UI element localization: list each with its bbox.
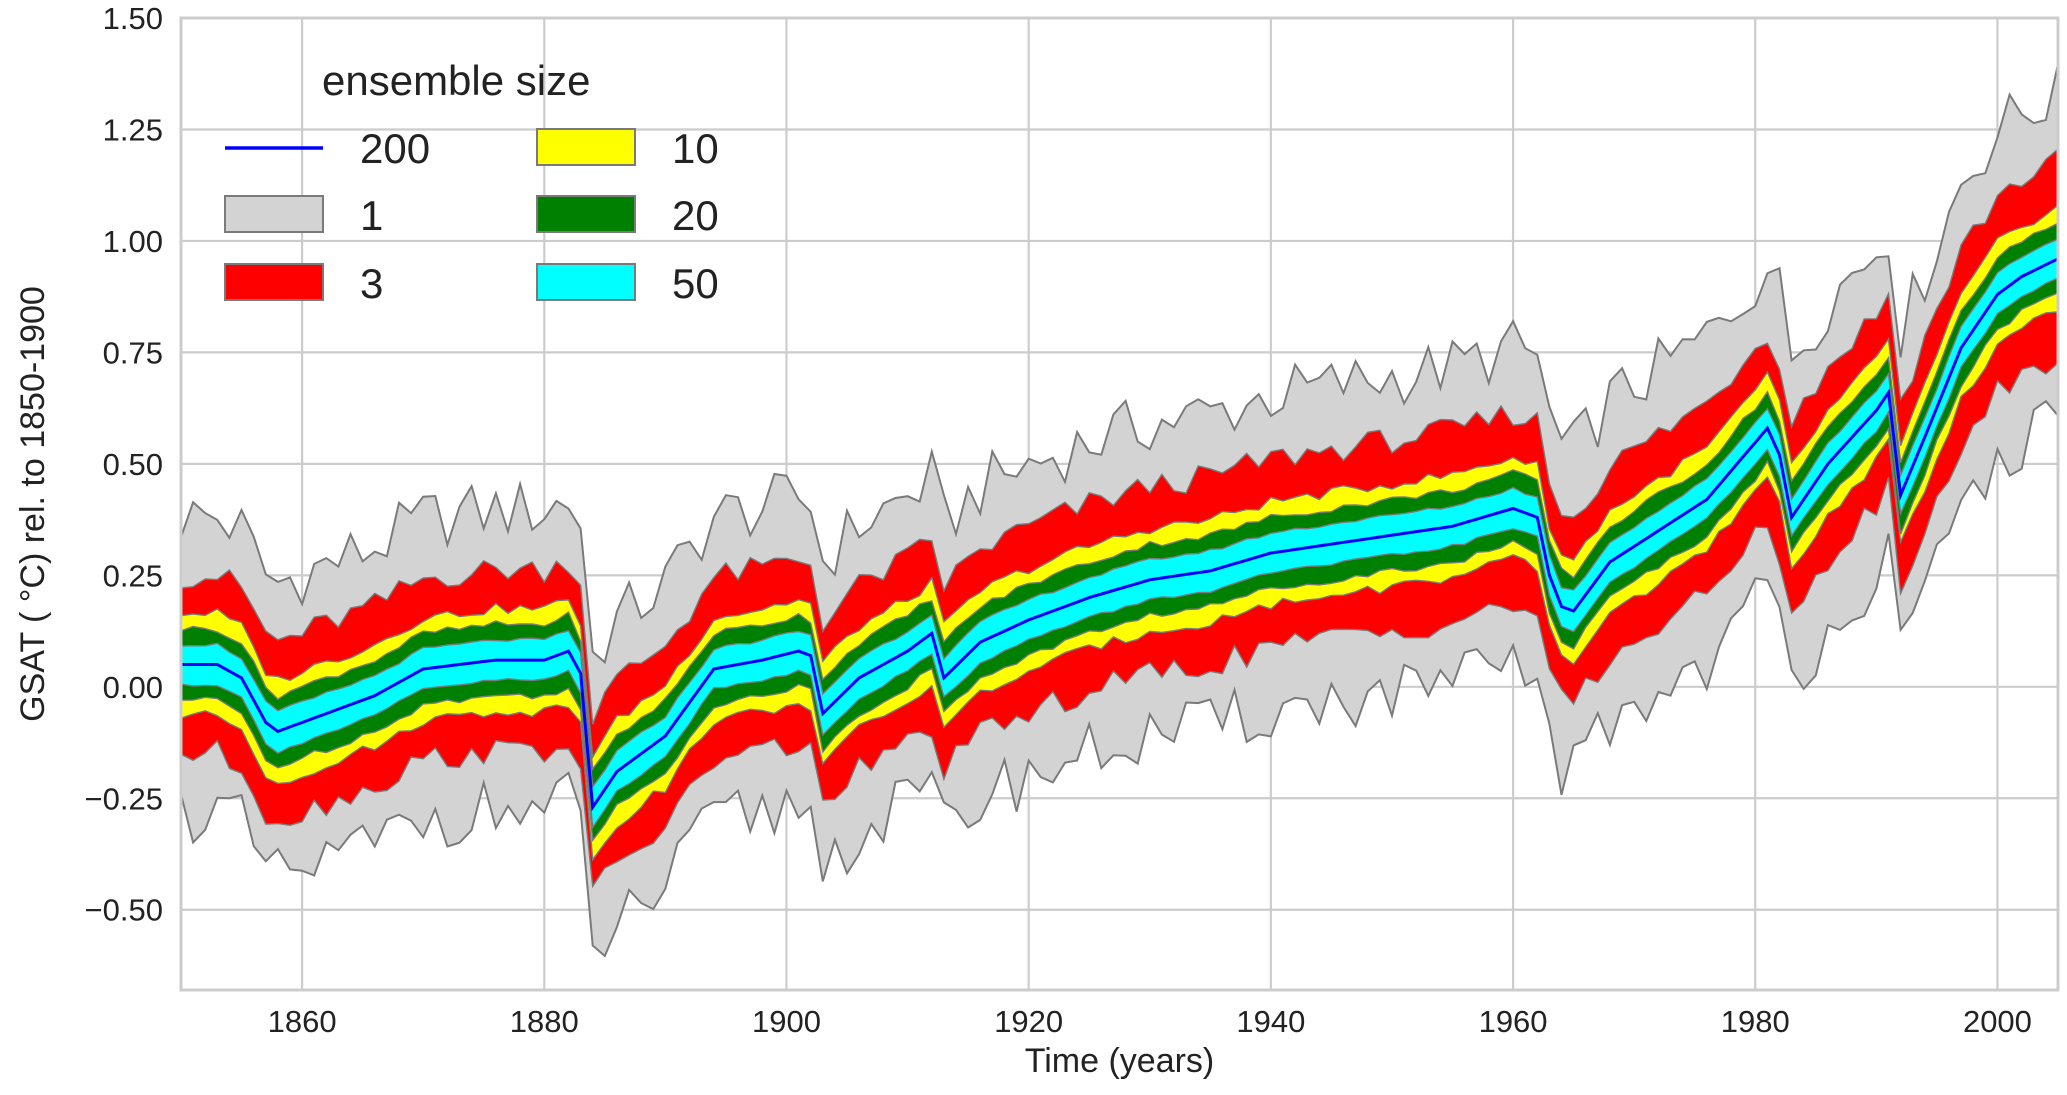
x-tick-label: 1940 bbox=[1236, 1004, 1305, 1039]
plot-frame bbox=[179, 16, 2060, 992]
y-tick-label: 0.50 bbox=[103, 447, 163, 482]
y-tick-labels: −0.50 −0.25 0.00 0.25 0.50 0.75 1.00 1.25 1.50 bbox=[85, 1, 163, 928]
x-tick-label: 1900 bbox=[752, 1004, 821, 1039]
legend-label-10: 10 bbox=[672, 125, 719, 172]
legend-title: ensemble size bbox=[322, 57, 590, 104]
legend-handle-20 bbox=[536, 195, 636, 233]
legend-handle-3 bbox=[224, 263, 324, 301]
x-tick-label: 1880 bbox=[510, 1004, 579, 1039]
legend-handle-1 bbox=[224, 195, 324, 233]
x-tick-label: 1960 bbox=[1479, 1004, 1548, 1039]
x-axis-label: Time (years) bbox=[1025, 1042, 1215, 1080]
y-tick-label: 0.75 bbox=[103, 335, 163, 370]
x-tick-label: 1980 bbox=[1721, 1004, 1790, 1039]
y-tick-label: 1.00 bbox=[103, 224, 163, 259]
legend-handle-10 bbox=[536, 128, 636, 166]
x-tick-label: 1920 bbox=[994, 1004, 1063, 1039]
x-tick-labels: 1860 1880 1900 1920 1940 1960 1980 2000 bbox=[268, 1004, 2032, 1039]
ensemble-mean-line-200 bbox=[181, 257, 2059, 812]
y-tick-label: −0.25 bbox=[85, 781, 163, 816]
legend-label-20: 20 bbox=[672, 192, 719, 239]
legend: ensemble size 200 1 3 10 20 50 bbox=[224, 57, 719, 307]
y-tick-label: 1.25 bbox=[103, 112, 163, 147]
x-tick-label: 2000 bbox=[1963, 1004, 2032, 1039]
x-tick-label: 1860 bbox=[268, 1004, 337, 1039]
y-tick-label: 0.00 bbox=[103, 670, 163, 705]
legend-handle-50 bbox=[536, 263, 636, 301]
y-tick-label: −0.50 bbox=[85, 893, 163, 928]
bands-layer bbox=[180, 63, 2059, 958]
legend-label-200: 200 bbox=[360, 125, 430, 172]
mean-line-layer bbox=[181, 257, 2059, 812]
legend-label-1: 1 bbox=[360, 192, 383, 239]
legend-label-3: 3 bbox=[360, 260, 383, 307]
y-tick-label: 0.25 bbox=[103, 558, 163, 593]
y-tick-label: 1.50 bbox=[103, 1, 163, 36]
legend-label-50: 50 bbox=[672, 260, 719, 307]
y-axis-label: GSAT ( °C) rel. to 1850-1900 bbox=[14, 286, 52, 722]
